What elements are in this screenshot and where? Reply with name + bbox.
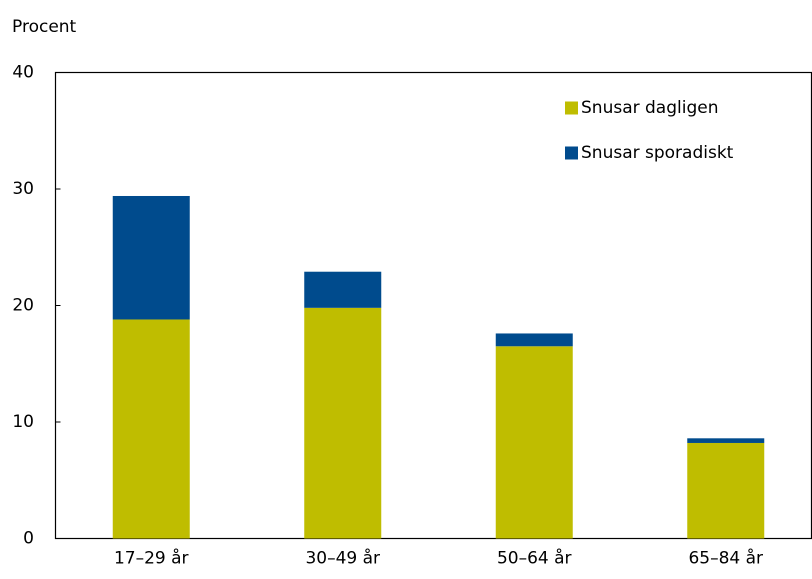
legend-label: Snusar dagligen (581, 98, 718, 118)
y-tick-label: 10 (12, 412, 34, 432)
y-axis-label: Procent (12, 17, 77, 37)
x-tick-label: 50–64 år (497, 548, 572, 569)
x-tick-label: 30–49 år (305, 548, 380, 569)
y-tick-label: 40 (12, 63, 34, 83)
bar-segment (495, 346, 573, 539)
y-tick-label: 20 (12, 296, 34, 316)
bar-segment (495, 333, 573, 347)
bar-segment (304, 271, 382, 308)
legend-label: Snusar sporadiskt (581, 143, 734, 163)
x-tick-label: 17–29 år (114, 548, 189, 569)
bar-segment (687, 442, 765, 539)
x-tick-label: 65–84 år (688, 548, 763, 569)
bar-segment (304, 307, 382, 539)
y-tick-label: 30 (12, 179, 34, 199)
legend-swatch (565, 101, 578, 115)
bar-segment (112, 195, 190, 320)
y-tick-label: 0 (23, 529, 34, 549)
bar-segment (112, 319, 190, 539)
bar-segment (687, 438, 765, 443)
legend-swatch (565, 146, 578, 160)
